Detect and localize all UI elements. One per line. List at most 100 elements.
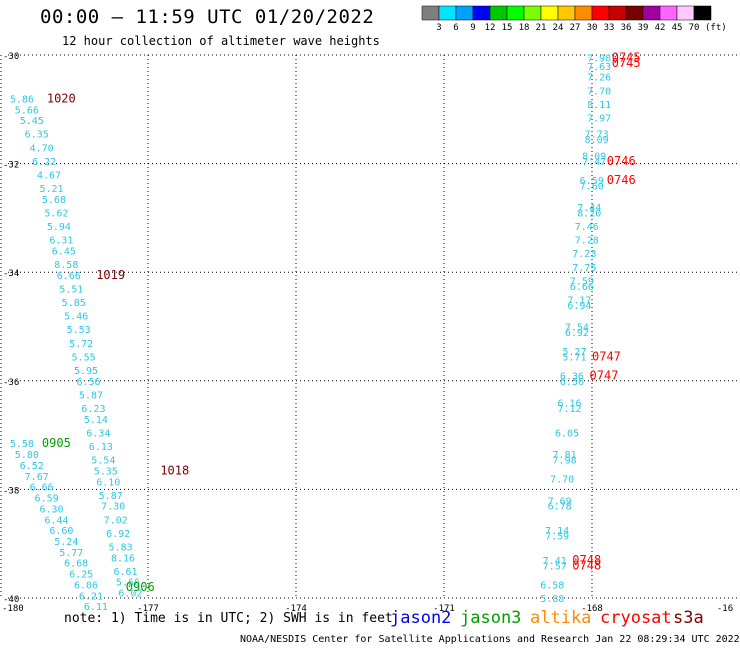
colorbar-swatch bbox=[625, 5, 644, 21]
colorbar-label: 6 bbox=[453, 23, 458, 33]
wave-height-label: 5.72 bbox=[69, 339, 93, 350]
wave-height-label: 6.06 bbox=[74, 580, 98, 591]
time-label: 0746 bbox=[607, 154, 636, 168]
sat-jason3: jason3 bbox=[460, 608, 522, 628]
wave-height-label: 6.59 bbox=[580, 176, 604, 187]
chart-subtitle: 12 hour collection of altimeter wave hei… bbox=[62, 34, 380, 48]
time-label: 0745 bbox=[612, 56, 641, 70]
wave-height-label: 7.60 bbox=[580, 181, 604, 192]
y-tick-label: -36 bbox=[3, 378, 19, 388]
wave-height-label: 8.16 bbox=[111, 553, 135, 564]
colorbar-label: 36 bbox=[621, 23, 632, 33]
colorbar-label: 24 bbox=[553, 23, 564, 33]
wave-height-label: 7.67 bbox=[25, 472, 49, 483]
wave-height-label: 5.77 bbox=[59, 548, 83, 559]
wave-height-label: 7.57 bbox=[543, 561, 567, 572]
wave-height-label: 7.23 bbox=[572, 249, 596, 260]
colorbar-swatch bbox=[608, 5, 627, 21]
tick-labels: -30 -32 -34 -36 -38 -40-180 -177 -174 -171 -168 -1… bbox=[2, 52, 733, 614]
x-tick-label: -171 bbox=[433, 604, 455, 614]
wave-height-label: 7.26 bbox=[587, 73, 611, 84]
wave-height-label: 7.12 bbox=[557, 404, 581, 415]
colorbar-label: 21 bbox=[536, 23, 547, 33]
wave-height-label: 8.09 bbox=[585, 135, 609, 146]
wave-height-label: 7.14 bbox=[545, 526, 569, 537]
time-label: 0905 bbox=[42, 436, 71, 450]
data-labels: 5.865.665.456.354.706.224.675.215.685.62… bbox=[10, 51, 641, 613]
wave-height-label: 5.62 bbox=[44, 208, 68, 219]
wave-height-label: 5.53 bbox=[67, 325, 91, 336]
wave-height-label: 6.58 bbox=[540, 580, 564, 591]
wave-height-label: 6.02 bbox=[118, 589, 142, 600]
wave-height-label: 6.68 bbox=[64, 559, 88, 570]
sat-altika: altika bbox=[530, 608, 592, 628]
wave-height-label: 6.05 bbox=[555, 428, 579, 439]
wave-height-label: 5.54 bbox=[91, 456, 115, 467]
colorbar-swatch bbox=[523, 5, 542, 21]
wave-height-label: 5.71 bbox=[562, 352, 586, 363]
wave-height-label: 6.66 bbox=[30, 483, 54, 494]
wave-height-label: 7.47 bbox=[582, 157, 606, 168]
wave-height-label: 8.11 bbox=[587, 100, 611, 111]
wave-height-label: 8.20 bbox=[577, 208, 601, 219]
colorbar-label: 9 bbox=[470, 23, 475, 33]
grid-lines bbox=[0, 54, 740, 599]
sat-jason2: jason2 bbox=[390, 608, 452, 628]
wave-height-label: 7.97 bbox=[587, 113, 611, 124]
wave-height-label: 6.11 bbox=[84, 602, 108, 613]
wave-height-label: 6.60 bbox=[49, 526, 73, 537]
wave-height-label: 6.66 bbox=[57, 271, 81, 282]
wave-height-label: 5.95 bbox=[74, 366, 98, 377]
wave-height-label: 5.21 bbox=[39, 184, 63, 195]
wave-height-label: 7.17 bbox=[567, 295, 591, 306]
wave-height-label: 7.59 bbox=[570, 276, 594, 287]
x-tick-label: -168 bbox=[581, 604, 603, 614]
time-label: 0746 bbox=[607, 173, 636, 187]
wave-height-label: 7.81 bbox=[553, 450, 577, 461]
colorbar-label: 12 bbox=[485, 23, 496, 33]
wave-height-label: 7.41 bbox=[543, 556, 567, 567]
colorbar-legend: 3 6 9 12 15 18 21 24 27 30 33 36 39 42 45 70 (ft) bbox=[421, 5, 727, 33]
wave-height-label: 7.54 bbox=[565, 323, 589, 334]
wave-height-label: 4.70 bbox=[30, 143, 54, 154]
wave-height-label: 6.61 bbox=[113, 567, 137, 578]
wave-height-label: 6.25 bbox=[69, 570, 93, 581]
colorbar-swatch bbox=[472, 5, 491, 21]
wave-height-label: 7.02 bbox=[104, 515, 128, 526]
wave-height-label: 7.69 bbox=[548, 496, 572, 507]
wave-height-label: 7.75 bbox=[572, 263, 596, 274]
colorbar-label: 33 bbox=[604, 23, 615, 33]
wave-height-label: 4.67 bbox=[37, 170, 61, 181]
colorbar-unit: (ft) bbox=[705, 23, 727, 33]
wave-height-label: 6.66 bbox=[570, 282, 594, 293]
wave-height-label: 7.98 bbox=[553, 456, 577, 467]
wave-height-label: 7.30 bbox=[101, 502, 125, 513]
wave-height-label: 5.35 bbox=[94, 466, 118, 477]
wave-height-label: 6.34 bbox=[86, 428, 110, 439]
x-tick-label: -177 bbox=[137, 604, 159, 614]
wave-height-label: 6.59 bbox=[35, 494, 59, 505]
wave-height-label: 6.22 bbox=[32, 157, 56, 168]
colorbar-swatch bbox=[489, 5, 508, 21]
wave-height-label: 5.24 bbox=[54, 537, 78, 548]
wave-height-label: 6.92 bbox=[565, 328, 589, 339]
colorbar-label: 30 bbox=[587, 23, 598, 33]
wave-height-label: 7.63 bbox=[587, 62, 611, 73]
wave-height-label: 5.14 bbox=[84, 415, 108, 426]
wave-height-label: 6.56 bbox=[560, 377, 584, 388]
wave-height-label: 6.30 bbox=[39, 504, 63, 515]
colorbar-label: 18 bbox=[519, 23, 530, 33]
sat-s3a: s3a bbox=[673, 608, 704, 628]
colorbar-swatch bbox=[506, 5, 525, 21]
wave-height-label: 6.16 bbox=[557, 399, 581, 410]
wave-height-label: 5.46 bbox=[64, 312, 88, 323]
colorbar-label: 42 bbox=[655, 23, 666, 33]
wave-height-label: 6.23 bbox=[81, 404, 105, 415]
y-tick-label: -34 bbox=[3, 269, 19, 279]
y-tick-label: -30 bbox=[3, 52, 19, 62]
wave-height-label: 5.45 bbox=[20, 116, 44, 127]
colorbar-swatch bbox=[540, 5, 559, 21]
wave-height-label: 6.21 bbox=[79, 591, 103, 602]
wave-height-label: 5.27 bbox=[562, 347, 586, 358]
